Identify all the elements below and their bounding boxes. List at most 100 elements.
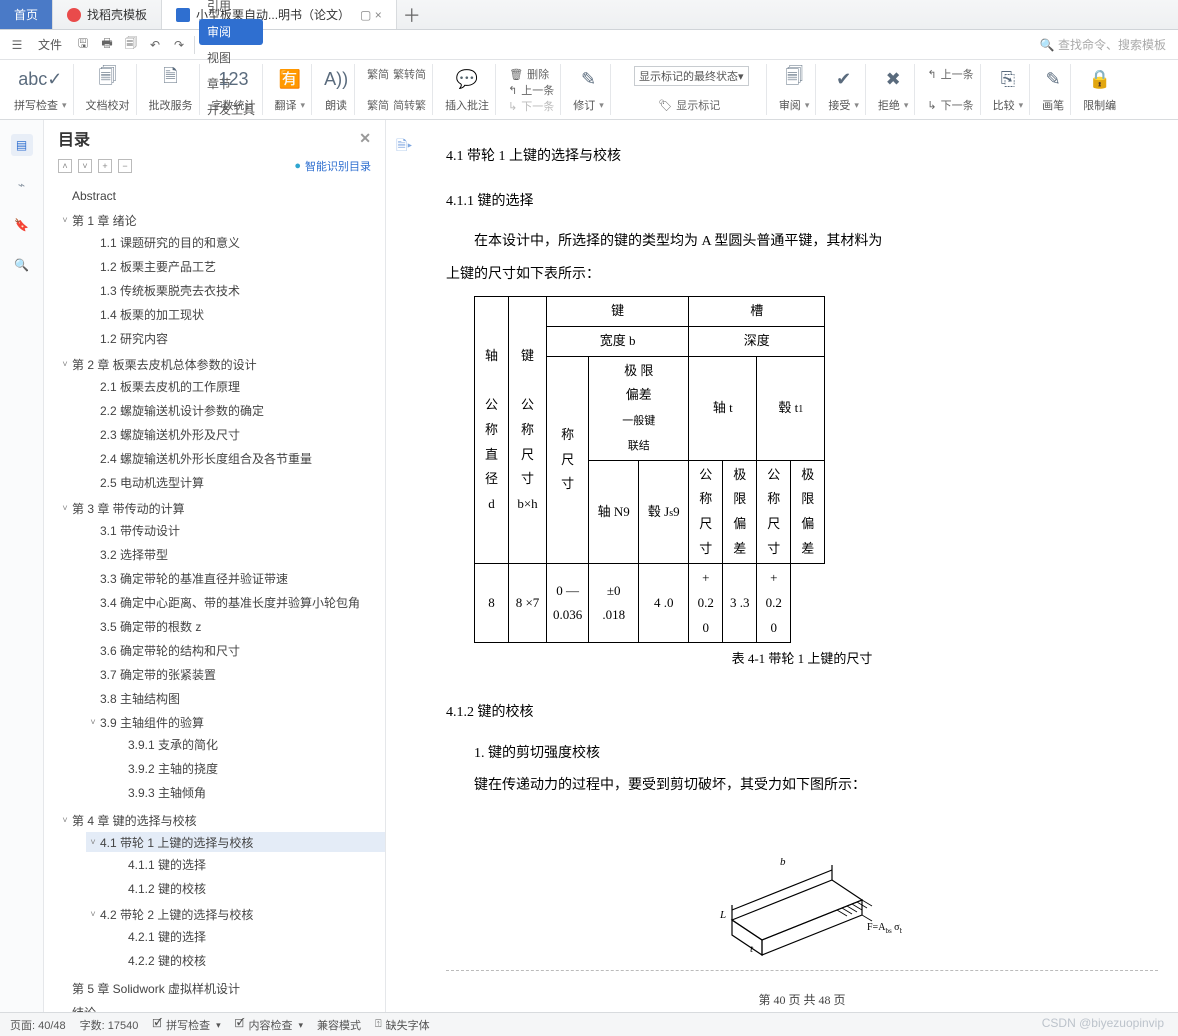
undo-icon[interactable]: ↶ xyxy=(144,34,166,56)
outline-item[interactable]: 3.2 选择带型 xyxy=(86,544,385,564)
hamburger-icon[interactable]: ☰ xyxy=(6,34,28,56)
close-outline-button[interactable]: ✕ xyxy=(359,130,371,147)
outline-item[interactable]: 3.3 确定带轮的基准直径并验证带速 xyxy=(86,568,385,588)
grp-restrict[interactable]: 🔒限制编 xyxy=(1077,64,1122,115)
markup-state-select[interactable]: 显示标记的最终状态 ▾ xyxy=(634,66,749,86)
print-icon[interactable]: 🖶 xyxy=(96,34,118,56)
outline-item[interactable]: 3.7 确定带的张紧装置 xyxy=(86,664,385,684)
outline-item[interactable]: 2.4 螺旋输送机外形长度组合及各节重量 xyxy=(86,448,385,468)
collapse-icon[interactable]: − xyxy=(118,159,132,173)
collapse-up-icon[interactable]: ˄ xyxy=(58,159,72,173)
outline-tree[interactable]: Abstract ˅第 1 章 绪论1.1 课题研究的目的和意义 1.2 板栗主要产… xyxy=(44,180,385,1012)
tab-document[interactable]: 小型板栗自动...明书（论文） ▢ × xyxy=(162,0,397,29)
grp-batch[interactable]: 🗎批改服务 xyxy=(143,64,200,115)
grp-simptrad[interactable]: 繁简 繁转简 繁简 简转繁 xyxy=(361,64,433,115)
outline-item[interactable]: 3.4 确定中心距离、带的基准长度并验算小轮包角 xyxy=(86,592,385,612)
menu-审阅[interactable]: 审阅 xyxy=(199,19,263,45)
outline-item[interactable]: ˅第 4 章 键的选择与校核 xyxy=(58,810,385,830)
outline-item[interactable]: 2.1 板栗去皮机的工作原理 xyxy=(86,376,385,396)
new-tab-button[interactable]: ＋ xyxy=(397,0,427,29)
file-menu[interactable]: 文件 xyxy=(30,32,70,58)
grp-insert-comment[interactable]: 💬插入批注 xyxy=(439,64,496,115)
status-words[interactable]: 字数: 17540 xyxy=(80,1017,139,1033)
command-search[interactable]: 🔍 查找命令、搜索模板 xyxy=(1034,36,1172,53)
outline-item[interactable]: 2.3 螺旋输送机外形及尺寸 xyxy=(86,424,385,444)
expand-icon[interactable]: + xyxy=(98,159,112,173)
watermark: CSDN @biyezuopinvip xyxy=(1042,1016,1164,1030)
grp-read[interactable]: A))朗读 xyxy=(318,64,355,115)
tab-home[interactable]: 首页 xyxy=(0,0,53,29)
paragraph: 在本设计中，所选择的键的类型均为 A 型圆头普通平键，其材料为 xyxy=(446,229,1158,256)
show-markup[interactable]: 🏷 显示标记 xyxy=(658,97,724,113)
grp-pen[interactable]: ✎画笔 xyxy=(1036,64,1071,115)
paragraph: 键在传递动力的过程中，要受到剪切破坏，其受力如下图所示： xyxy=(446,773,1158,800)
outline-icon[interactable]: ▤ xyxy=(11,134,33,156)
grp-spellcheck[interactable]: abc✓拼写检查 xyxy=(8,64,74,115)
next-comment[interactable]: ↳ 下一条 xyxy=(508,98,554,114)
status-font[interactable]: ⍐ 缺失字体 xyxy=(375,1017,430,1033)
prev-change[interactable]: ↰ 上一条 xyxy=(927,66,973,82)
document-view[interactable]: 🗎▸ 4.1 带轮 1 上键的选择与校核 4.1.1 键的选择 在本设计中，所选… xyxy=(386,120,1178,1012)
grp-translate[interactable]: 🈶翻译 xyxy=(269,64,313,115)
grp-doccheck[interactable]: 🗐文档校对 xyxy=(80,64,137,115)
next-change[interactable]: ↳ 下一条 xyxy=(927,97,973,113)
outline-item[interactable]: 2.2 螺旋输送机设计参数的确定 xyxy=(86,400,385,420)
heading-4-1-2: 4.1.2 键的校核 xyxy=(446,700,1158,727)
menu-引用[interactable]: 引用 xyxy=(199,0,263,19)
preview-icon[interactable]: 🗐 xyxy=(120,34,142,56)
outline-item[interactable]: 4.1.2 键的校核 xyxy=(114,878,385,898)
prev-comment[interactable]: ↰ 上一条 xyxy=(508,82,554,98)
outline-item[interactable]: 3.5 确定带的根数 z xyxy=(86,616,385,636)
grp-accept[interactable]: ✔接受 xyxy=(822,64,866,115)
key-dimension-table: 轴公称直径d 键公称尺寸b×h 键槽 宽度 b深度 称尺寸极 限偏差一般键联结 … xyxy=(474,296,825,643)
tab-template[interactable]: 找稻壳模板 xyxy=(53,0,162,29)
outline-item[interactable]: ˅第 2 章 板栗去皮机总体参数的设计 xyxy=(58,354,385,374)
outline-item[interactable]: ˅3.9 主轴组件的验算 xyxy=(86,712,385,732)
outline-item[interactable]: 3.9.1 支承的简化 xyxy=(114,734,385,754)
outline-item[interactable]: 3.9.2 主轴的挠度 xyxy=(114,758,385,778)
redo-icon[interactable]: ↷ xyxy=(168,34,190,56)
delete-comment[interactable]: 🗑 删除 xyxy=(509,66,553,82)
outline-item[interactable]: 3.1 带传动设计 xyxy=(86,520,385,540)
outline-title: 目录 xyxy=(58,126,90,150)
bookmark-icon[interactable]: 🔖 xyxy=(11,214,33,236)
find-icon[interactable]: 🔍 xyxy=(11,254,33,276)
outline-item[interactable]: ˅第 3 章 带传动的计算 xyxy=(58,498,385,518)
outline-item[interactable]: 1.3 传统板栗脱壳去衣技术 xyxy=(86,280,385,300)
outline-item[interactable]: 3.8 主轴结构图 xyxy=(86,688,385,708)
outline-item[interactable]: 第 5 章 Solidwork 虚拟样机设计 xyxy=(58,978,385,998)
grp-review[interactable]: 🗐审阅 xyxy=(773,64,817,115)
outline-item[interactable]: 1.1 课题研究的目的和意义 xyxy=(86,232,385,252)
status-compat[interactable]: 兼容模式 xyxy=(317,1017,361,1033)
tab-actions[interactable]: ▢ × xyxy=(360,8,382,22)
outline-item[interactable]: ˅4.1 带轮 1 上键的选择与校核 xyxy=(86,832,385,852)
outline-item[interactable]: 4.1.1 键的选择 xyxy=(114,854,385,874)
outline-item[interactable]: 3.9.3 主轴倾角 xyxy=(114,782,385,802)
outline-item[interactable]: 1.4 板栗的加工现状 xyxy=(86,304,385,324)
status-page[interactable]: 页面: 40/48 xyxy=(10,1017,66,1033)
collapse-down-icon[interactable]: ˅ xyxy=(78,159,92,173)
outline-item[interactable]: 1.2 研究内容 xyxy=(86,328,385,348)
status-spell[interactable]: 🗹 拼写检查 xyxy=(152,1015,220,1034)
outline-item[interactable]: 1.2 板栗主要产品工艺 xyxy=(86,256,385,276)
outline-item[interactable]: 4.2.2 键的校核 xyxy=(114,950,385,970)
save-icon[interactable]: 🖫 xyxy=(72,34,94,56)
grp-compare[interactable]: ⎘比较 xyxy=(987,64,1031,115)
outline-item[interactable]: 3.6 确定带轮的结构和尺寸 xyxy=(86,640,385,660)
outline-item[interactable]: 4.2.1 键的选择 xyxy=(114,926,385,946)
outline-item[interactable]: ˅4.2 带轮 2 上键的选择与校核 xyxy=(86,904,385,924)
grp-revise[interactable]: ✎修订 xyxy=(567,64,611,115)
smart-toc-button[interactable]: 智能识别目录 xyxy=(294,158,371,174)
outline-item[interactable]: ˅第 1 章 绪论 xyxy=(58,210,385,230)
grp-reject[interactable]: ✖拒绝 xyxy=(872,64,916,115)
outline-tools: ˄ ˅ + − 智能识别目录 xyxy=(44,156,385,180)
outline-item[interactable]: 结论 xyxy=(58,1002,385,1012)
outline-item[interactable]: Abstract xyxy=(58,186,385,206)
reject-icon: ✖ xyxy=(886,66,901,92)
revise-icon: ✎ xyxy=(581,66,596,92)
outline-item[interactable]: 2.5 电动机选型计算 xyxy=(86,472,385,492)
style-icon[interactable]: ⌁ xyxy=(11,174,33,196)
grp-wordcount[interactable]: 123字数统计 xyxy=(206,64,263,115)
grp-comment-nav: 🗑 删除 ↰ 上一条 ↳ 下一条 xyxy=(502,64,561,115)
status-content[interactable]: 🗹 内容检查 xyxy=(235,1015,303,1034)
